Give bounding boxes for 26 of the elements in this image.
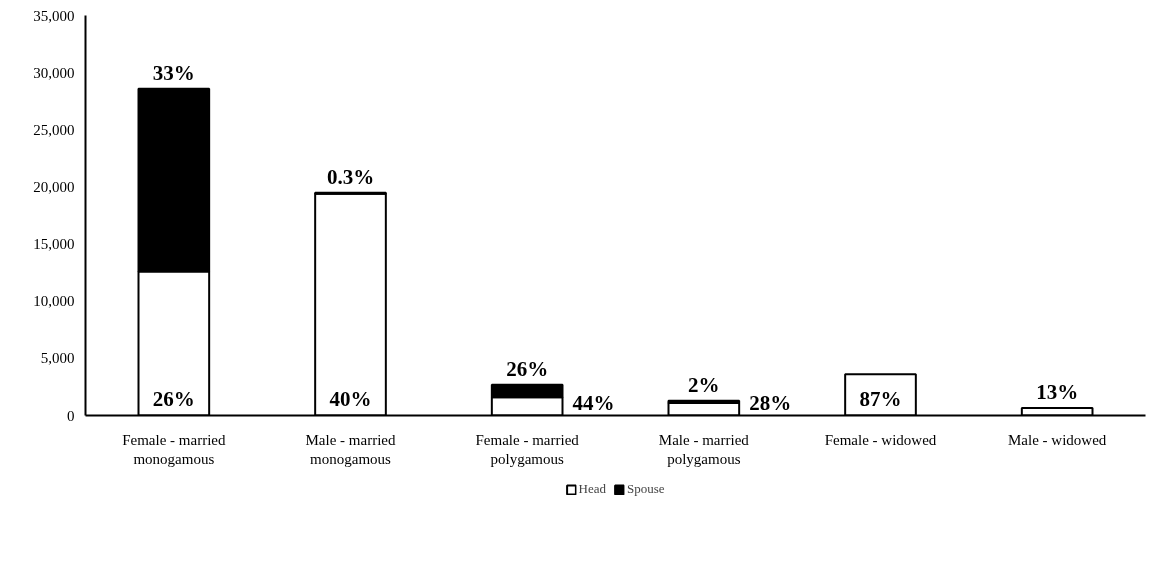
- y-tick-label: 0: [67, 407, 75, 424]
- annotation: 28%: [749, 390, 792, 415]
- annotation: 26%: [506, 356, 549, 381]
- x-tick-label: Male - widowed: [1008, 431, 1107, 448]
- annotation: 33%: [152, 60, 195, 85]
- y-tick-label: 15,000: [33, 236, 75, 253]
- x-tick-label: Male - married polygamous: [658, 431, 750, 467]
- x-tick-label: Female - widowed: [824, 431, 937, 448]
- y-tick-label: 20,000: [33, 178, 75, 195]
- annotation: 2%: [688, 372, 720, 397]
- annotation: 26%: [152, 386, 195, 411]
- x-tick-label: Female - married monogamous: [122, 431, 226, 467]
- legend-label: Head: [578, 481, 606, 497]
- annotation: 0.3%: [326, 164, 375, 189]
- annotation: 40%: [329, 386, 372, 411]
- annotation: 44%: [572, 390, 615, 415]
- y-tick-label: 25,000: [33, 121, 75, 138]
- y-tick-label: 30,000: [33, 64, 75, 81]
- annotation: 13%: [1036, 380, 1079, 405]
- y-tick-label: 10,000: [33, 293, 75, 310]
- x-tick-label: Female - married polygamous: [475, 431, 580, 467]
- x-tick-label: Male - married monogamous: [305, 431, 396, 467]
- y-tick-label: 5,000: [40, 350, 75, 367]
- annotation: 87%: [859, 386, 902, 411]
- legend-label: Spouse: [626, 481, 665, 497]
- y-tick-label: 35,000: [33, 7, 75, 24]
